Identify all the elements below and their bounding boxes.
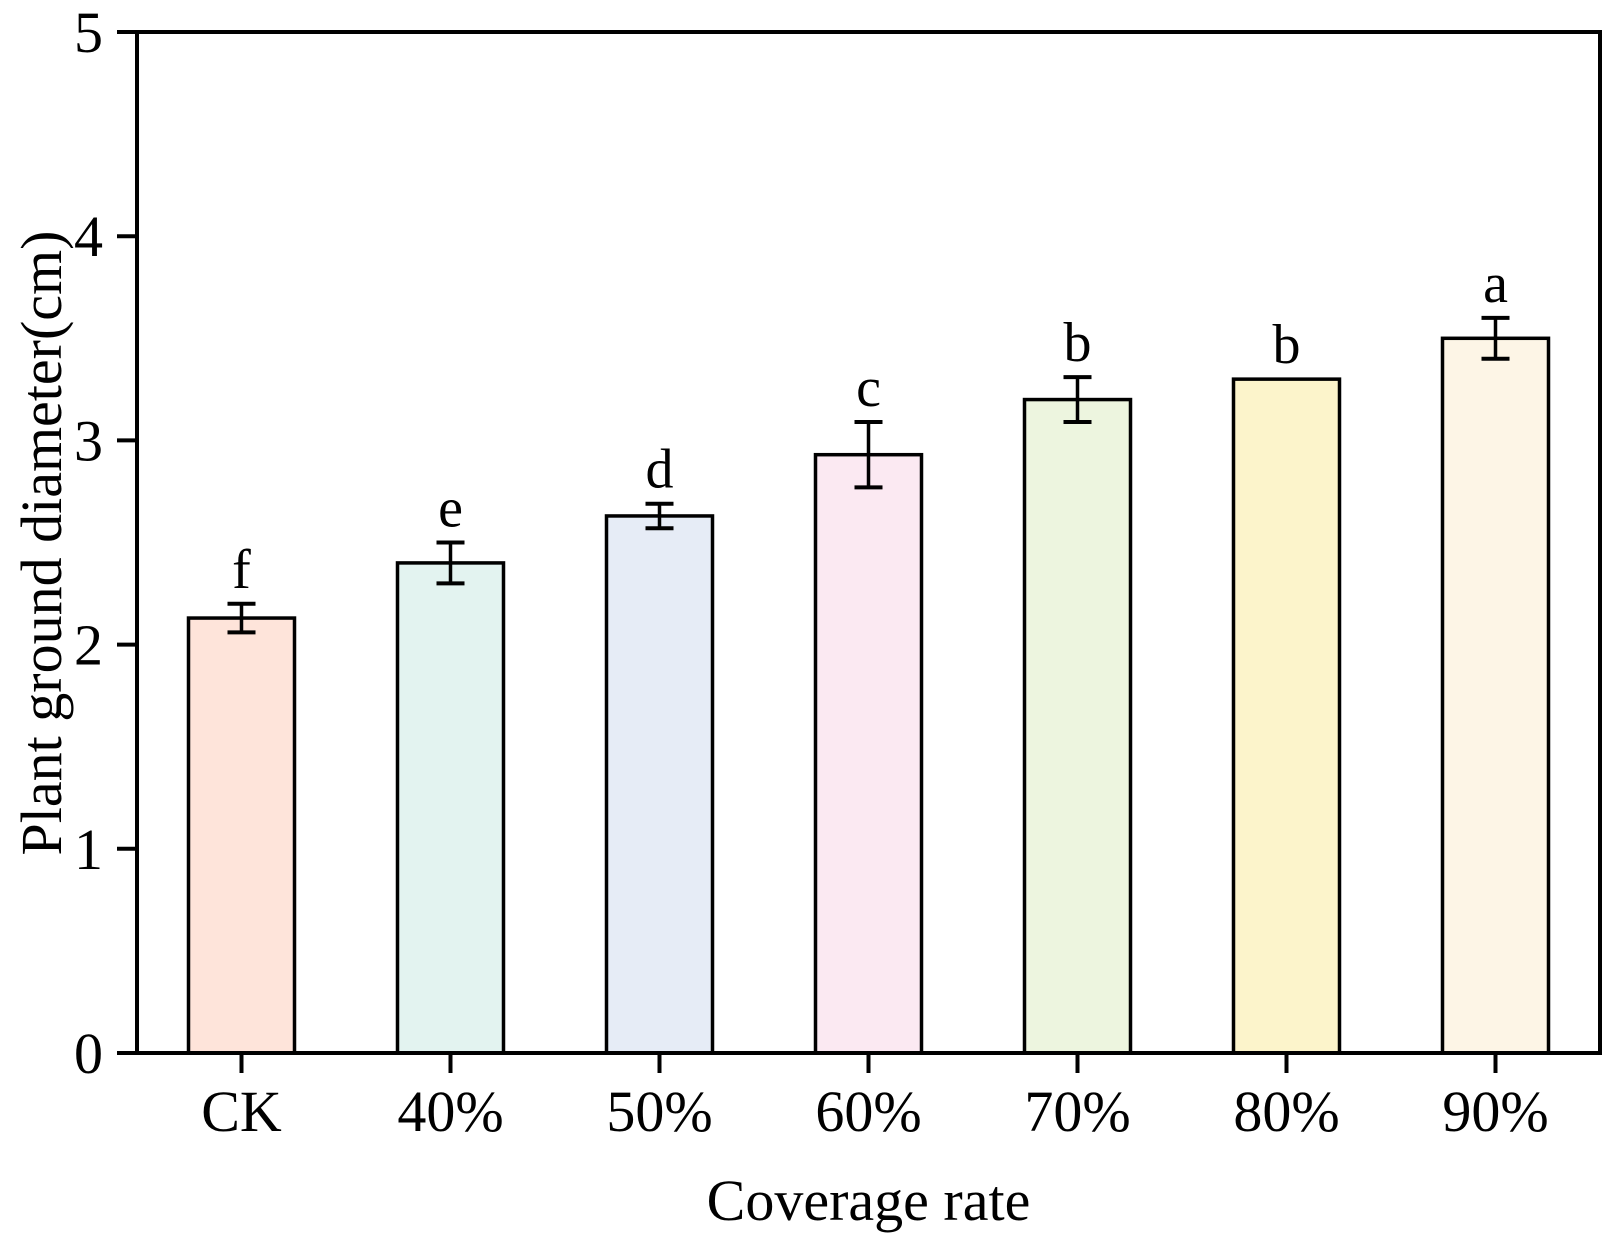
significance-letter: c [856,357,881,419]
x-axis-title: Coverage rate [706,1168,1031,1233]
x-tick-label: 70% [1024,1079,1130,1144]
bar [395,561,506,1055]
bar [186,616,297,1055]
y-tick-label: 5 [74,0,103,65]
significance-letter: b [1273,314,1301,376]
significance-letter: b [1064,312,1092,374]
significance-letter: d [646,439,674,501]
bar [1022,397,1133,1055]
y-tick-label: 2 [74,613,103,678]
significance-letter: e [438,478,463,540]
x-tick-label: 40% [397,1079,503,1144]
x-tick-label: 50% [606,1079,712,1144]
x-tick-label: 60% [815,1079,921,1144]
significance-letter: a [1483,253,1508,315]
y-tick-label: 0 [74,1021,103,1086]
y-tick-label: 3 [74,408,103,473]
bar [1440,336,1551,1055]
bar [604,514,715,1055]
bar [1231,377,1342,1055]
y-tick-label: 4 [74,204,103,269]
bar [813,452,924,1055]
y-tick-label: 1 [74,817,103,882]
significance-letter: f [232,539,251,601]
y-axis-title: Plant ground diameter(cm) [9,230,74,856]
x-tick-label: 90% [1442,1079,1548,1144]
x-tick-label: 80% [1233,1079,1339,1144]
x-tick-label: CK [201,1079,282,1144]
